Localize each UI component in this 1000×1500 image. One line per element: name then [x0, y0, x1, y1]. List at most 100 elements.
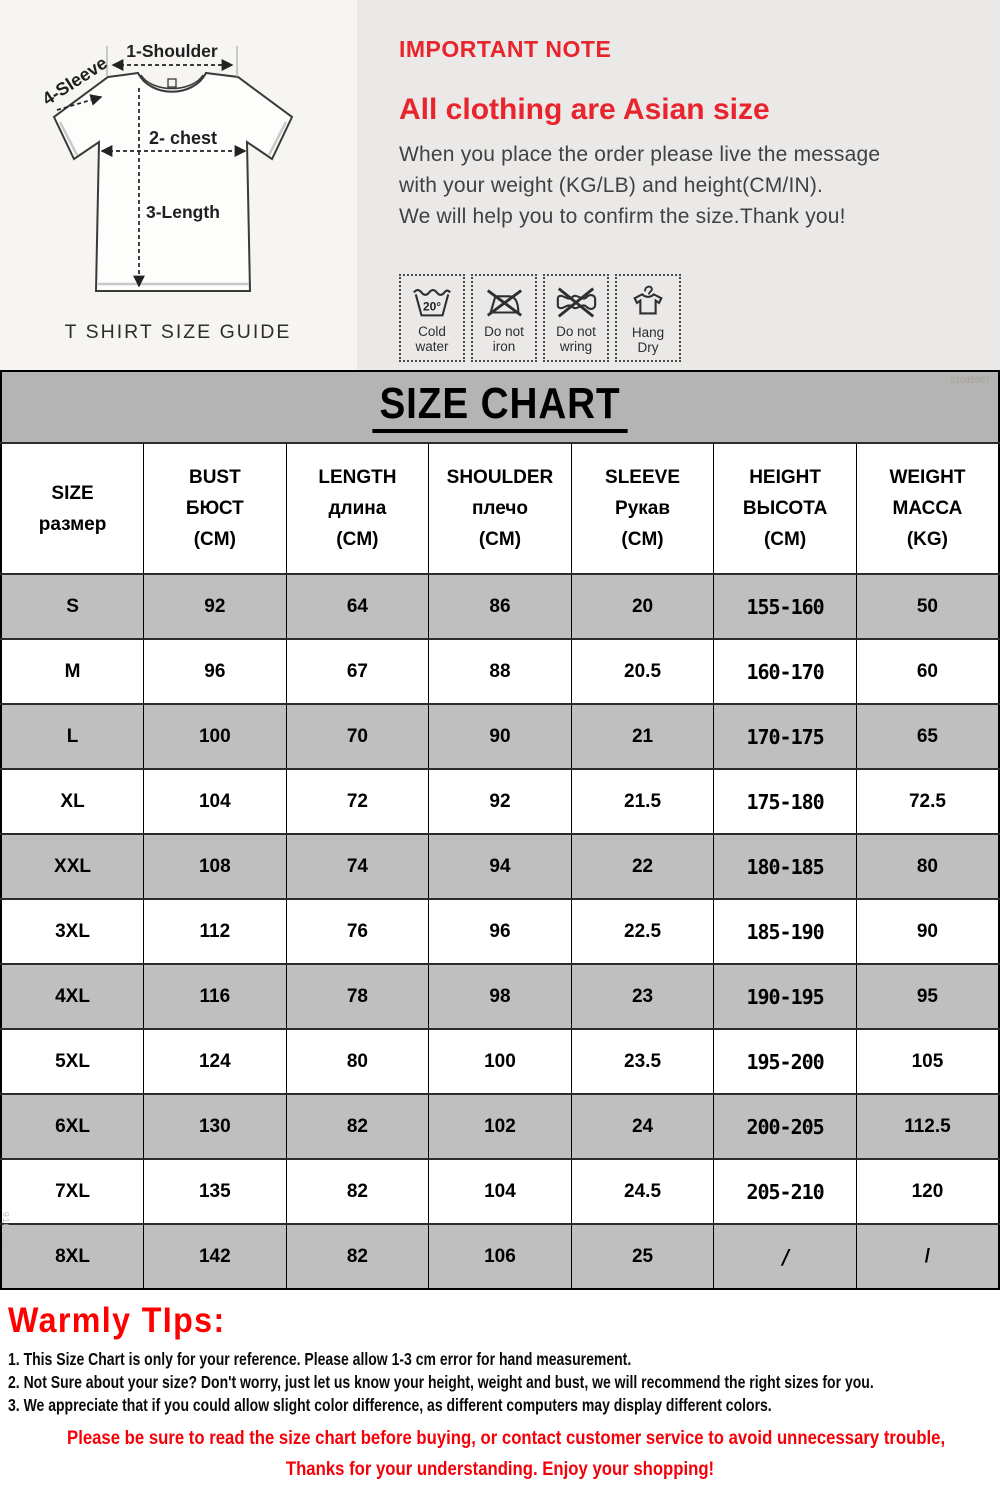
header-row: SIZE размер BUST БЮСТ (CM) LENGTH длина (CM) SHO…	[0, 442, 999, 574]
size-cell: 7XL	[0, 1158, 144, 1224]
size-chart-banner: SIZE CHART 91045907	[0, 370, 1000, 442]
value-cell: 74	[285, 833, 429, 899]
tip-item: 3. We appreciate that if you could allow…	[8, 1395, 772, 1415]
column-header-line: SLEEVE	[605, 467, 681, 488]
size-cell: S	[0, 573, 144, 639]
tip-item: 1. This Size Chart is only for your refe…	[8, 1349, 632, 1369]
value-cell: 96	[143, 638, 287, 704]
size-table: SIZE размер BUST БЮСТ (CM) LENGTH длина (CM) SHO…	[0, 442, 1000, 1290]
column-header-line: МАССА	[892, 498, 963, 519]
care-box-cold-water: 20° Cold water	[399, 274, 465, 362]
shoulder-label: 1-Shoulder	[126, 41, 218, 61]
value-cell: 92	[143, 573, 287, 639]
care-icon-label: Hang Dry	[631, 324, 665, 355]
value-cell: 185-190	[713, 898, 857, 964]
care-box-do-not-wring: Do not wring	[543, 274, 609, 362]
value-cell: 190-195	[713, 963, 857, 1029]
hang-dry-icon	[633, 285, 663, 315]
value-cell: 142	[143, 1223, 287, 1289]
value-cell: 96	[428, 898, 572, 964]
size-cell: 8XL	[0, 1223, 144, 1289]
value-cell: 64	[285, 573, 429, 639]
value-cell: 160-170	[713, 638, 857, 704]
column-header-line: (CM)	[336, 529, 379, 550]
column-header: LENGTH длина (CM)	[285, 442, 429, 574]
size-cell: 6XL	[0, 1093, 144, 1159]
note-kicker: IMPORTANT NOTE	[399, 36, 612, 62]
value-cell: 22	[570, 833, 714, 899]
note-body-line: with your weight (KG/LB) and height(CM/I…	[399, 174, 824, 197]
column-header-line: (KG)	[906, 529, 949, 550]
size-cell: L	[0, 703, 144, 769]
value-cell: 86	[428, 573, 572, 639]
value-cell: 72.5	[855, 768, 999, 834]
table-row: 4XL 116 78 98 23 190-195 95	[0, 963, 999, 1029]
value-cell: 23.5	[570, 1028, 714, 1094]
closing-note: Please be sure to read the size chart be…	[8, 1423, 992, 1485]
table-row: 3XL 112 76 96 22.5 185-190 90	[0, 898, 999, 964]
value-cell: 112	[143, 898, 287, 964]
care-box-do-not-iron: Do not iron	[471, 274, 537, 362]
closing-line: Please be sure to read the size chart be…	[67, 1428, 946, 1449]
note-body: When you place the order please live the…	[399, 139, 1000, 232]
value-cell: 90	[855, 898, 999, 964]
note-headline: All clothing are Asian size	[399, 93, 770, 126]
sleeve-measure-arrow	[56, 94, 103, 111]
length-label: 3-Length	[146, 202, 220, 222]
column-header-line: БЮСТ	[185, 498, 244, 519]
column-header-line: (CM)	[621, 529, 664, 550]
column-header: SLEEVE Рукав (CM)	[570, 442, 714, 574]
value-cell: 50	[855, 573, 999, 639]
value-cell: 24.5	[570, 1158, 714, 1224]
column-header-line: (CM)	[763, 529, 807, 550]
value-cell: 130	[143, 1093, 287, 1159]
size-cell: 5XL	[0, 1028, 144, 1094]
value-cell: 200-205	[713, 1093, 857, 1159]
column-header: SIZE размер	[0, 442, 144, 574]
value-cell: 92	[428, 768, 572, 834]
value-cell: 112.5	[855, 1093, 999, 1159]
value-cell: 95	[855, 963, 999, 1029]
size-cell: XXL	[0, 833, 144, 899]
table-row: S 92 64 86 20 155-160 50	[0, 573, 999, 639]
size-guide-panel: 1-Shoulder 4-Sleeve 2- chest 3-Length T …	[0, 0, 357, 370]
tshirt-diagram: 1-Shoulder 4-Sleeve 2- chest 3-Length T …	[39, 41, 294, 343]
top-section: 1-Shoulder 4-Sleeve 2- chest 3-Length T …	[0, 0, 1000, 370]
size-cell: 3XL	[0, 898, 144, 964]
value-cell: 100	[428, 1028, 572, 1094]
note-body-line: When you place the order please live the…	[399, 143, 881, 166]
shoulder-guide-ticks	[106, 46, 238, 77]
closing-line: Thanks for your understanding. Enjoy you…	[285, 1459, 715, 1480]
do-not-iron-icon	[486, 288, 523, 317]
column-header-line: LENGTH	[318, 467, 397, 488]
note-panel: IMPORTANT NOTE All clothing are Asian si…	[357, 0, 1000, 370]
table-row: 8XL 142 82 106 25//	[0, 1223, 999, 1289]
value-cell: 88	[428, 638, 572, 704]
care-icon-label: Do not iron	[484, 323, 524, 354]
table-row: XXL 108 74 94 22 180-185 80	[0, 833, 999, 899]
column-header-line: Рукав	[615, 498, 671, 519]
column-header: SHOULDER плечо (CM)	[428, 442, 572, 574]
value-cell: 124	[143, 1028, 287, 1094]
value-cell: 155-160	[713, 573, 857, 639]
table-row: XL 104 72 92 21.5 175-180 72.5	[0, 768, 999, 834]
tips-heading: Warmly TIps:	[8, 1301, 226, 1340]
banner-title: SIZE CHART	[372, 380, 628, 434]
tip-item: 2. Not Sure about your size? Don't worry…	[8, 1372, 874, 1392]
tips-section: Warmly TIps: 1. This Size Chart is only …	[0, 1290, 1000, 1485]
value-cell: 78	[285, 963, 429, 1029]
value-cell: 72	[285, 768, 429, 834]
table-row: M 96 67 88 20.5 160-170 60	[0, 638, 999, 704]
value-cell: 20	[570, 573, 714, 639]
column-header-line: SHOULDER	[446, 467, 554, 488]
value-cell: /	[713, 1223, 857, 1289]
value-cell: 120	[855, 1158, 999, 1224]
guide-caption: T SHIRT SIZE GUIDE	[65, 321, 292, 343]
value-cell: 116	[143, 963, 287, 1029]
column-header-line: WEIGHT	[889, 467, 966, 488]
value-cell: 65	[855, 703, 999, 769]
tshirt-outline	[52, 71, 294, 292]
column-header-line: размер	[38, 513, 107, 535]
value-cell: 70	[285, 703, 429, 769]
